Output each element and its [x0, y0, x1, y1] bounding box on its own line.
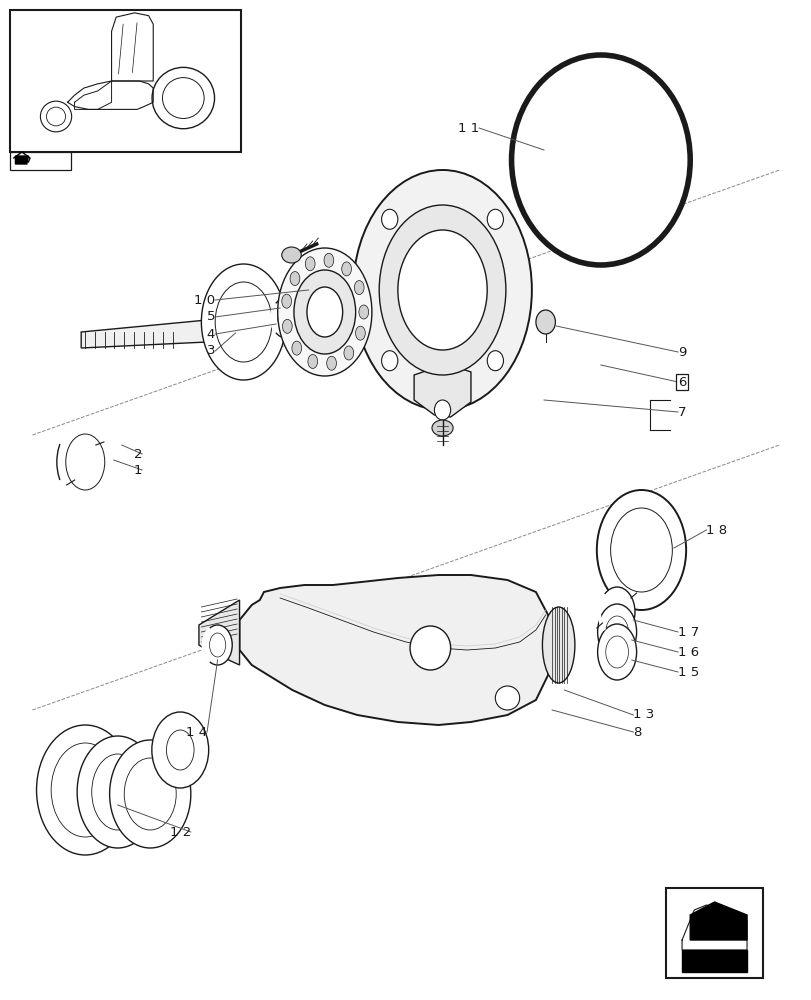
- Ellipse shape: [294, 270, 355, 354]
- Ellipse shape: [358, 305, 368, 319]
- Ellipse shape: [596, 490, 685, 610]
- Text: 1: 1: [134, 464, 142, 477]
- Polygon shape: [199, 600, 239, 665]
- Ellipse shape: [535, 310, 555, 334]
- Bar: [665, 888, 762, 978]
- Ellipse shape: [41, 101, 71, 132]
- Ellipse shape: [290, 272, 299, 286]
- Ellipse shape: [277, 306, 294, 330]
- Ellipse shape: [341, 262, 351, 276]
- Ellipse shape: [487, 209, 503, 229]
- Ellipse shape: [77, 736, 158, 848]
- Polygon shape: [81, 320, 215, 348]
- Ellipse shape: [597, 604, 636, 660]
- Ellipse shape: [354, 281, 363, 295]
- Polygon shape: [239, 575, 551, 725]
- Ellipse shape: [92, 754, 144, 830]
- Text: 6: 6: [677, 375, 685, 388]
- Text: 1 0: 1 0: [194, 294, 215, 306]
- Ellipse shape: [381, 209, 397, 229]
- Ellipse shape: [487, 351, 503, 371]
- Ellipse shape: [271, 298, 300, 338]
- Ellipse shape: [353, 170, 531, 410]
- Text: 1 4: 1 4: [186, 726, 207, 738]
- Ellipse shape: [605, 616, 628, 648]
- Ellipse shape: [109, 740, 191, 848]
- Polygon shape: [689, 902, 746, 940]
- Text: 1 5: 1 5: [677, 666, 698, 678]
- Ellipse shape: [124, 758, 176, 830]
- Ellipse shape: [599, 587, 634, 637]
- Polygon shape: [15, 156, 28, 164]
- Ellipse shape: [203, 625, 232, 665]
- Ellipse shape: [434, 400, 450, 420]
- Bar: [10, 152, 71, 170]
- Ellipse shape: [152, 67, 214, 129]
- Text: 7: 7: [677, 406, 685, 418]
- Ellipse shape: [282, 319, 292, 333]
- Ellipse shape: [597, 624, 636, 680]
- Text: 1 2: 1 2: [169, 826, 191, 838]
- Ellipse shape: [215, 282, 272, 362]
- Ellipse shape: [307, 354, 317, 368]
- Polygon shape: [681, 950, 746, 972]
- Ellipse shape: [46, 107, 66, 126]
- Ellipse shape: [307, 287, 342, 337]
- Text: 9: 9: [677, 346, 685, 359]
- Text: 5: 5: [207, 310, 215, 324]
- Ellipse shape: [324, 253, 333, 267]
- Text: 8: 8: [633, 726, 641, 738]
- Ellipse shape: [495, 686, 519, 710]
- Ellipse shape: [542, 607, 574, 683]
- Ellipse shape: [326, 356, 336, 370]
- Ellipse shape: [66, 434, 105, 490]
- Text: 1 3: 1 3: [633, 708, 654, 722]
- Ellipse shape: [431, 420, 453, 436]
- Ellipse shape: [207, 317, 223, 345]
- Text: 1 8: 1 8: [706, 524, 727, 536]
- Ellipse shape: [281, 294, 291, 308]
- Text: 3: 3: [207, 344, 215, 358]
- Ellipse shape: [610, 508, 672, 592]
- Ellipse shape: [201, 264, 285, 380]
- Text: 2: 2: [134, 448, 142, 460]
- Ellipse shape: [344, 346, 354, 360]
- Ellipse shape: [209, 633, 225, 657]
- Ellipse shape: [397, 230, 487, 350]
- Ellipse shape: [162, 78, 204, 118]
- Bar: [10, 10, 241, 152]
- Polygon shape: [414, 365, 470, 417]
- Polygon shape: [681, 905, 746, 950]
- Ellipse shape: [379, 205, 505, 375]
- Ellipse shape: [152, 712, 208, 788]
- Ellipse shape: [57, 422, 114, 502]
- Ellipse shape: [36, 725, 134, 855]
- Ellipse shape: [381, 351, 397, 371]
- Ellipse shape: [511, 55, 689, 265]
- Ellipse shape: [277, 248, 371, 376]
- Ellipse shape: [51, 743, 119, 837]
- Ellipse shape: [355, 326, 365, 340]
- Text: 4: 4: [207, 328, 215, 340]
- Text: 1 6: 1 6: [677, 646, 698, 658]
- Ellipse shape: [605, 636, 628, 668]
- Ellipse shape: [291, 341, 301, 355]
- Ellipse shape: [281, 247, 301, 263]
- Ellipse shape: [305, 257, 315, 271]
- Text: 1 7: 1 7: [677, 626, 698, 639]
- Ellipse shape: [166, 730, 194, 770]
- Text: 1 1: 1 1: [457, 121, 478, 134]
- Ellipse shape: [410, 626, 450, 670]
